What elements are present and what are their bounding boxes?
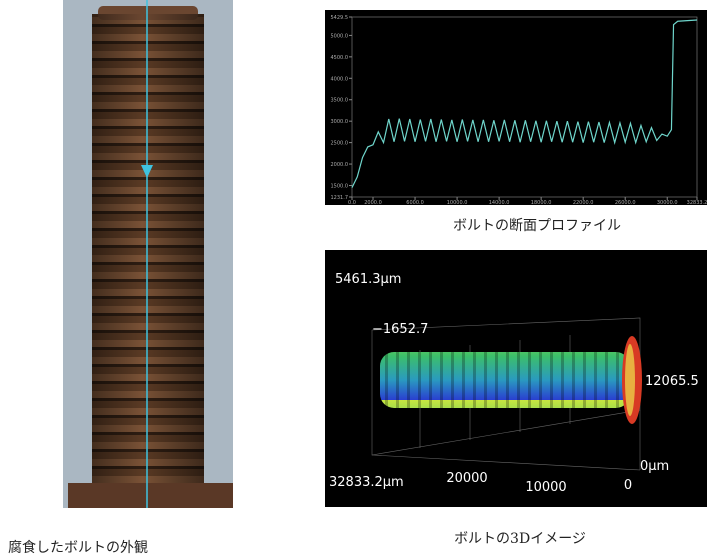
- y-tick-label: 1500.0: [331, 183, 349, 189]
- bolt-photo: [63, 0, 233, 508]
- figure-page: 腐食したボルトの外観 1231.7 1500.0 2000.0 2500.0 3000.…: [0, 0, 707, 557]
- x-tick-label: 32833.2: [687, 200, 707, 206]
- image-3d-label: 0μm: [640, 459, 669, 474]
- x-tick-label: 22000.0: [573, 200, 594, 206]
- x-tick-label: 0.0: [348, 200, 356, 206]
- image-3d-label: 20000: [446, 471, 487, 486]
- x-tick-label: 18000.0: [531, 200, 552, 206]
- image-3d-label: 0: [624, 478, 632, 493]
- image-3d-label: 12065.5: [645, 374, 699, 389]
- x-tick-label: 2000.0: [364, 200, 382, 206]
- y-tick-label: 4500.0: [331, 55, 349, 61]
- image-3d-label: 5461.3μm: [335, 272, 401, 287]
- y-tick-label: 3500.0: [331, 98, 349, 104]
- y-tick-label: 5000.0: [331, 33, 349, 39]
- y-tick-label: 2000.0: [331, 162, 349, 168]
- y-tick-label: 2500.0: [331, 141, 349, 147]
- x-tick-label: 30000.0: [657, 200, 678, 206]
- y-tick-label: 4000.0: [331, 76, 349, 82]
- x-tick-label: 6000.0: [406, 200, 424, 206]
- y-tick-label: 1231.7: [331, 195, 349, 201]
- image-3d-label: 32833.2μm: [329, 475, 404, 490]
- photo-caption: 腐食したボルトの外観: [8, 539, 148, 556]
- y-tick-label: 3000.0: [331, 119, 349, 125]
- x-tick-label: 10000.0: [447, 200, 468, 206]
- image-3d-label: 10000: [525, 480, 566, 495]
- image-3d-caption: ボルトの3Dイメージ: [454, 531, 586, 547]
- x-tick-label: 26000.0: [615, 200, 636, 206]
- image-3d-label: −1652.7: [372, 322, 428, 337]
- x-tick-label: 14000.0: [489, 200, 510, 206]
- chart-caption: ボルトの断面プロファイル: [453, 218, 621, 234]
- figure: 腐食したボルトの外観 1231.7 1500.0 2000.0 2500.0 3000.…: [0, 0, 707, 557]
- y-tick-label: 5429.5: [331, 15, 349, 21]
- chart-panel: [325, 10, 707, 205]
